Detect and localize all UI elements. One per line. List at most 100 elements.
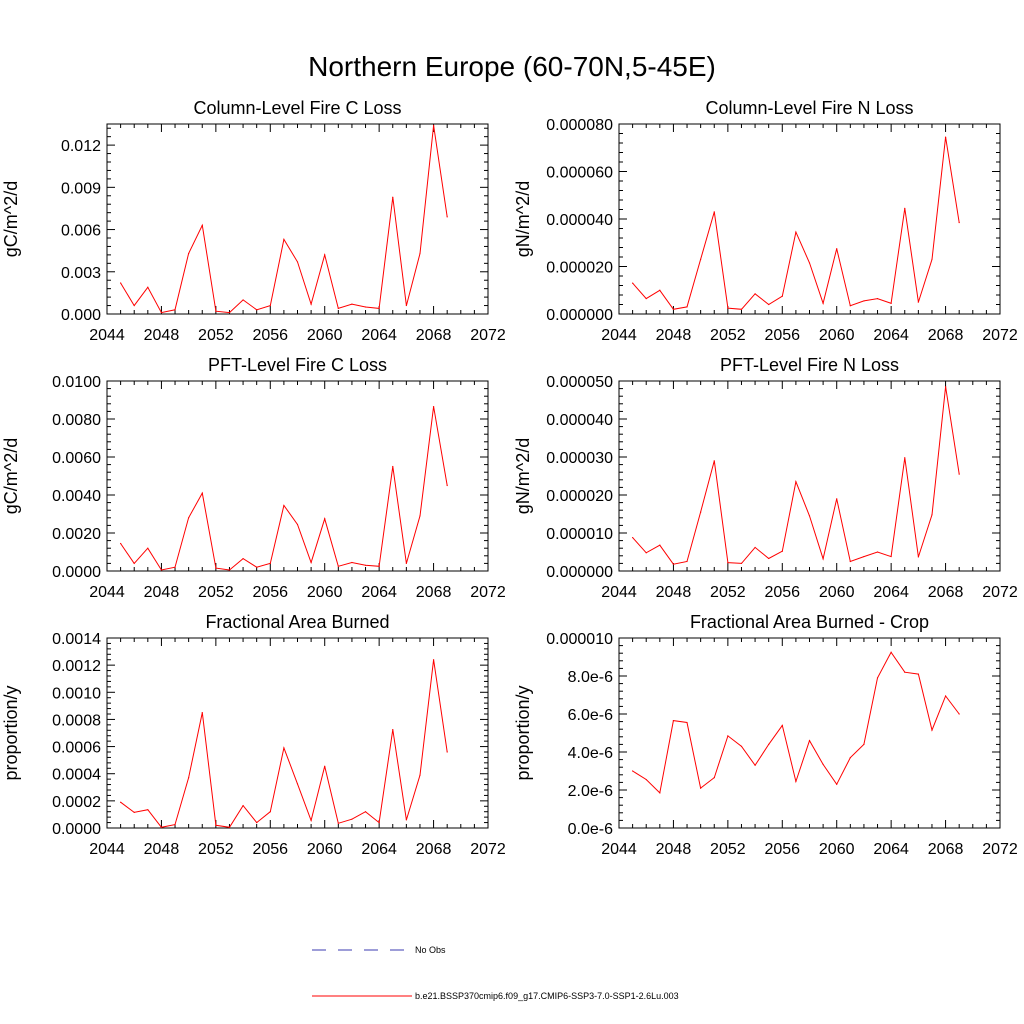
- chart-panel-6: Fractional Area Burned - Crop 2044 2048 205…: [513, 612, 1018, 858]
- x-tick-label: 2048: [656, 584, 692, 601]
- y-tick-label: 0.0100: [52, 374, 101, 391]
- data-point: [310, 819, 312, 822]
- x-tick-label: 2052: [710, 841, 746, 858]
- series-line: [632, 386, 960, 565]
- data-point: [256, 821, 258, 824]
- x-tick-label: 2056: [252, 327, 288, 344]
- data-point: [392, 729, 394, 731]
- data-point: [808, 515, 811, 517]
- y-tick-label: 0.0008: [52, 712, 101, 729]
- data-point: [700, 258, 702, 260]
- data-point: [378, 307, 380, 309]
- x-tick-label: 2044: [89, 584, 125, 601]
- y-tick-label: 0.0012: [52, 658, 101, 675]
- series-line: [120, 406, 448, 571]
- y-tick-label: 6.0e-6: [568, 707, 613, 724]
- data-point: [160, 311, 163, 314]
- data-point: [931, 258, 933, 260]
- data-point: [917, 673, 919, 675]
- data-point: [133, 304, 135, 307]
- data-point: [337, 822, 339, 824]
- data-point: [890, 302, 892, 304]
- y-tick-label: 0.000010: [546, 526, 613, 543]
- data-point: [645, 297, 647, 300]
- series-line: [120, 659, 448, 828]
- data-point: [781, 724, 783, 727]
- data-point: [632, 282, 634, 284]
- legend: No Obs b.e21.BSSP370cmip6.f09_g17.CMIP6-…: [312, 945, 679, 1001]
- x-tick-label: 2064: [361, 841, 397, 858]
- x-tick-label: 2064: [873, 584, 909, 601]
- data-point: [147, 809, 149, 811]
- y-axis-label: gN/m^2/d: [513, 181, 533, 257]
- data-point: [432, 659, 435, 661]
- data-point: [808, 740, 811, 742]
- x-tick-label: 2052: [710, 327, 746, 344]
- data-point: [351, 303, 353, 305]
- y-tick-label: 0.0000: [52, 821, 101, 838]
- data-point: [645, 552, 647, 554]
- panel-title: Column-Level Fire C Loss: [193, 98, 401, 118]
- y-tick-label: 0.0004: [52, 767, 101, 784]
- x-tick-label: 2060: [819, 327, 855, 344]
- data-point: [822, 763, 824, 765]
- y-tick-label: 0.000: [61, 307, 101, 324]
- y-tick-label: 0.0e-6: [568, 821, 613, 838]
- data-point: [890, 651, 892, 653]
- data-point: [904, 457, 906, 459]
- data-point: [310, 303, 312, 305]
- data-point: [392, 465, 394, 468]
- data-point: [944, 695, 947, 697]
- data-point: [296, 261, 299, 263]
- data-point: [201, 492, 203, 494]
- series-line: [632, 137, 960, 310]
- x-tick-label: 2072: [470, 841, 506, 858]
- data-point: [228, 311, 231, 314]
- data-point: [904, 207, 906, 209]
- y-tick-label: 0.0060: [52, 450, 101, 467]
- data-point: [904, 671, 906, 673]
- x-tick-label: 2044: [601, 841, 637, 858]
- data-point: [201, 712, 203, 714]
- data-point: [768, 303, 770, 306]
- y-tick-label: 0.0006: [52, 740, 101, 757]
- y-tick-label: 0.0002: [52, 794, 101, 811]
- data-point: [378, 565, 380, 567]
- data-point: [296, 523, 299, 526]
- y-tick-label: 0.009: [61, 180, 101, 197]
- data-point: [256, 309, 258, 311]
- data-point: [740, 308, 743, 310]
- data-point: [863, 743, 865, 746]
- data-point: [405, 304, 407, 307]
- x-tick-label: 2068: [416, 584, 452, 601]
- y-tick-label: 0.000040: [546, 212, 613, 229]
- x-tick-label: 2052: [710, 584, 746, 601]
- data-point: [944, 136, 947, 138]
- data-point: [849, 560, 851, 563]
- data-point: [686, 306, 688, 308]
- x-tick-label: 2060: [819, 841, 855, 858]
- y-tick-label: 2.0e-6: [568, 783, 613, 800]
- x-tick-label: 2068: [416, 841, 452, 858]
- data-point: [364, 811, 367, 813]
- y-tick-label: 0.0014: [52, 631, 101, 648]
- x-tick-label: 2044: [601, 327, 637, 344]
- data-point: [324, 765, 326, 767]
- data-point: [672, 308, 675, 310]
- data-point: [446, 216, 448, 218]
- data-point: [659, 289, 661, 291]
- data-point: [917, 301, 919, 303]
- data-point: [768, 743, 770, 746]
- x-tick-label: 2068: [928, 841, 964, 858]
- data-point: [174, 309, 176, 311]
- y-tick-label: 4.0e-6: [568, 745, 613, 762]
- data-point: [405, 562, 407, 565]
- data-point: [120, 282, 122, 284]
- data-point: [337, 307, 339, 309]
- y-tick-label: 0.003: [61, 265, 101, 282]
- x-tick-label: 2056: [764, 841, 800, 858]
- data-point: [754, 293, 756, 295]
- data-point: [446, 484, 448, 487]
- y-tick-label: 0.000000: [546, 307, 613, 324]
- x-tick-label: 2072: [982, 327, 1018, 344]
